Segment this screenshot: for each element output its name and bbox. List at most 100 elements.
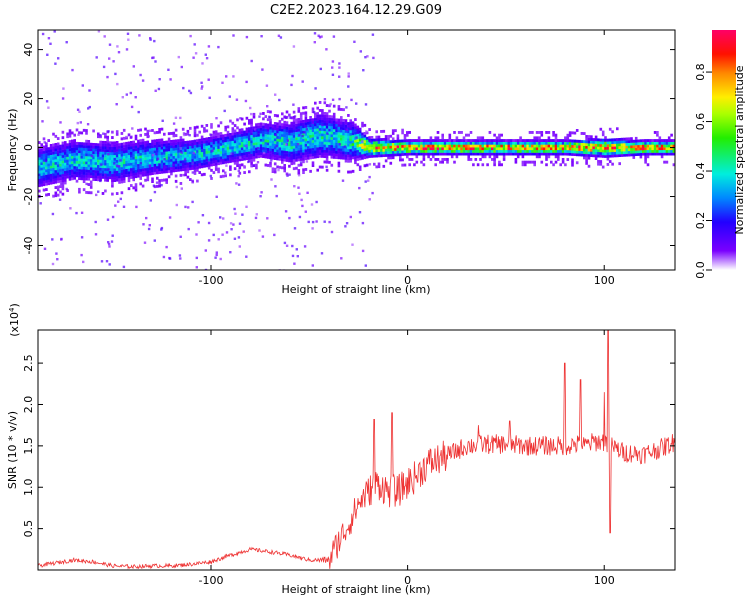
spectrogram-cell (214, 154, 218, 158)
spectrogram-cell (82, 147, 86, 151)
spectrogram-cell (479, 147, 482, 151)
spectrogram-cell (59, 169, 62, 172)
spectrogram-cell (148, 145, 152, 149)
spectrogram-cell (387, 153, 390, 157)
spectrogram-cell (620, 145, 624, 149)
spectrogram-cell (564, 144, 567, 148)
spectrogram-cell (42, 164, 46, 168)
spectrogram-cell (151, 139, 154, 143)
spectrogram-cell (618, 162, 621, 166)
spectrogram-cell (148, 153, 152, 157)
spectrogram-cell (127, 141, 131, 145)
spectrogram-cell (358, 152, 362, 155)
spectrogram-cell (75, 179, 79, 183)
spectrogram-cell (49, 165, 53, 169)
spectrogram-cell (365, 131, 369, 135)
spectrogram-cell (59, 155, 62, 159)
spectrogram-speckle (235, 182, 238, 185)
spectrogram-speckle (152, 184, 156, 187)
spectrogram-cell (493, 160, 496, 164)
spectrogram-cell (172, 161, 176, 165)
spectrogram-cell (422, 152, 426, 156)
spectrogram-cell (45, 166, 48, 170)
spectrogram-cell (547, 152, 551, 156)
spectrogram-cell (467, 158, 470, 161)
spectrogram-cell (429, 158, 433, 161)
spectrogram-cell (273, 146, 277, 150)
spectrogram-cell (410, 147, 414, 151)
spectrogram-speckle (90, 154, 94, 158)
spectrogram-cell (118, 156, 121, 160)
spectrogram-cell (288, 156, 291, 160)
spectrogram-cell (236, 158, 239, 162)
spectrogram-cell (122, 153, 126, 156)
spectrogram-cell (139, 155, 142, 159)
spectrogram-cell (309, 148, 312, 152)
spectrogram-cell (189, 164, 192, 168)
spectrogram-cell (627, 148, 631, 152)
spectrogram-cell (408, 147, 411, 151)
spectrogram-cell (382, 164, 386, 168)
spectrogram-cell (292, 140, 296, 144)
spectrogram-cell (347, 114, 350, 117)
spectrogram-cell (118, 143, 121, 147)
spectrogram-cell (255, 136, 258, 140)
spectrogram-cell (528, 131, 532, 134)
spectrogram-cell (665, 144, 669, 148)
spectrogram-cell (604, 136, 607, 140)
spectrogram-cell (82, 128, 86, 132)
spectrogram-cell (186, 154, 190, 157)
spectrogram-cell (179, 160, 183, 164)
spectrogram-cell (358, 165, 362, 169)
spectrogram-cell (630, 137, 633, 141)
spectrogram-cell (163, 162, 166, 166)
spectrogram-cell (389, 145, 393, 149)
spectrogram-cell (351, 156, 355, 160)
spectrogram-cell (205, 148, 209, 152)
spectrogram-cell (672, 152, 675, 156)
spectrogram-cell (233, 134, 237, 138)
spectrogram-cell (318, 152, 322, 155)
spectrogram-cell (64, 154, 67, 158)
spectrogram-cell (243, 149, 246, 153)
spectrogram-cell (413, 163, 416, 167)
spectrogram-cell (200, 154, 204, 158)
spectrogram-cell (455, 141, 459, 145)
spectrogram-cell (122, 158, 126, 162)
spectrogram-cell (342, 132, 345, 136)
spectrogram-cell (417, 141, 421, 145)
spectrogram-cell (417, 144, 421, 148)
spectrogram-cell (540, 147, 544, 151)
spectrogram-cell (304, 111, 308, 115)
spectrogram-cell (87, 169, 91, 173)
spectrogram-cell (238, 147, 242, 151)
snr-y-tick-label: 2.0 (22, 396, 35, 414)
spectrogram-cell (663, 141, 666, 145)
spectrogram-cell (66, 156, 69, 160)
spectrogram-cell (321, 152, 324, 156)
spectrogram-speckle (157, 87, 161, 91)
spectrogram-cell (80, 171, 84, 175)
spectrogram-cell (54, 186, 58, 189)
spectrogram-cell (222, 153, 225, 157)
spectrogram-speckle (168, 256, 171, 260)
spectrogram-cell (177, 141, 180, 145)
spectrogram-speckle (100, 260, 104, 263)
spectrogram-speckle (107, 168, 110, 171)
spectrogram-cell (45, 142, 48, 146)
spectrogram-cell (186, 159, 190, 163)
spectrogram-cell (384, 145, 388, 149)
spectrogram-cell (236, 118, 239, 122)
spectrogram-cell (259, 154, 263, 158)
spectrogram-cell (332, 142, 336, 146)
spectrogram-cell (68, 169, 72, 173)
spectrogram-cell (325, 120, 329, 124)
spectrogram-cell (207, 163, 211, 167)
spectrogram-cell (212, 133, 216, 137)
spectrogram-cell (269, 164, 272, 168)
spectrogram-cell (325, 123, 329, 126)
spectrogram-cell (597, 138, 600, 142)
spectrogram-cell (210, 125, 213, 129)
spectrogram-cell (639, 142, 643, 145)
spectrogram-cell (59, 179, 62, 183)
